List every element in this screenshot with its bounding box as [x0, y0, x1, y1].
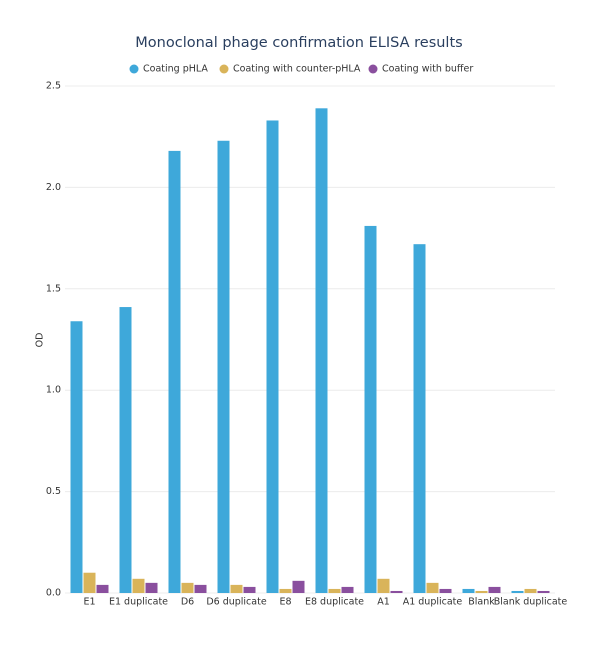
bar: [413, 244, 426, 593]
x-tick-label: Blank: [468, 597, 495, 608]
bar: [524, 588, 537, 593]
bar: [96, 584, 109, 593]
x-tick-label: A1: [377, 597, 390, 608]
bar: [132, 578, 145, 593]
y-tick-label: 1.0: [46, 385, 61, 396]
y-tick-label: 0.5: [46, 486, 61, 497]
bar: [83, 572, 96, 593]
bar: [511, 590, 524, 593]
x-tick-label: A1 duplicate: [403, 597, 463, 608]
y-axis-label: OD: [35, 333, 46, 348]
bar: [243, 586, 256, 593]
y-tick-label: 0.0: [46, 588, 61, 599]
bar: [426, 582, 439, 593]
bar: [328, 588, 341, 593]
bar: [230, 584, 243, 593]
bar: [168, 150, 181, 593]
legend-marker: [129, 64, 139, 74]
bar: [488, 586, 501, 593]
bar: [194, 584, 207, 593]
y-tick-label: 2.0: [46, 182, 61, 193]
bar: [181, 582, 194, 593]
legend-label: Coating with buffer: [382, 64, 473, 75]
y-tick-label: 2.5: [46, 81, 61, 92]
bar: [475, 590, 488, 593]
bar: [119, 307, 132, 593]
x-tick-label: E1 duplicate: [109, 597, 168, 608]
bar: [439, 588, 452, 593]
bar: [217, 140, 230, 594]
bar: [279, 588, 292, 593]
bar: [292, 580, 305, 593]
bar: [315, 108, 328, 594]
bar: [145, 582, 158, 593]
bar: [341, 586, 354, 593]
legend-marker: [368, 64, 378, 74]
legend-marker: [219, 64, 229, 74]
bar: [377, 578, 390, 593]
bar: [70, 321, 83, 593]
bar: [462, 588, 475, 593]
bar: [266, 120, 279, 593]
x-tick-label: E8: [279, 597, 291, 608]
legend-label: Coating with counter-pHLA: [233, 64, 361, 75]
chart-title: Monoclonal phage confirmation ELISA resu…: [135, 35, 462, 51]
x-tick-label: E8 duplicate: [305, 597, 364, 608]
x-tick-label: E1: [83, 597, 95, 608]
bar: [364, 225, 377, 593]
y-tick-label: 1.5: [46, 283, 61, 294]
x-tick-label: D6: [181, 597, 194, 608]
bar: [390, 590, 403, 593]
x-tick-label: D6 duplicate: [206, 597, 267, 608]
x-tick-label: Blank duplicate: [494, 597, 568, 608]
bar: [537, 590, 550, 593]
legend-label: Coating pHLA: [143, 64, 208, 75]
